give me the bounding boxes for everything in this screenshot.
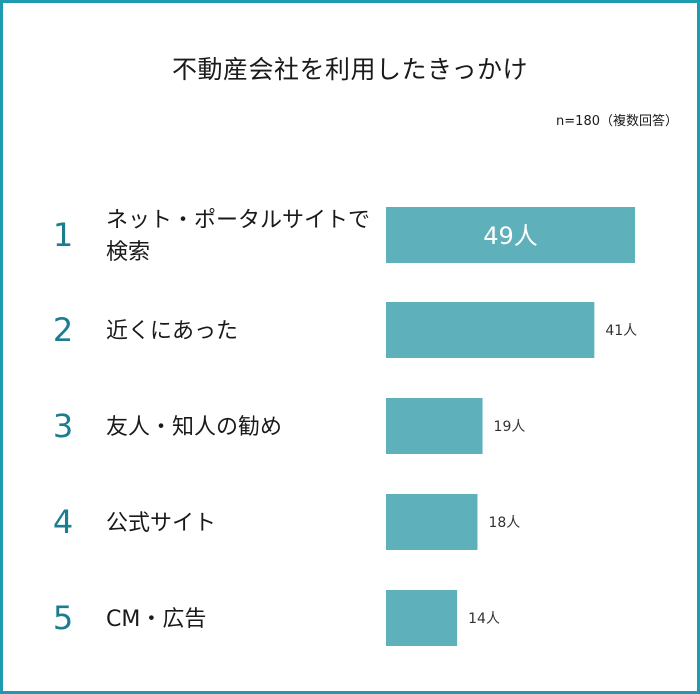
chart-title: 不動産会社を利用したきっかけ [171, 55, 528, 84]
value-label: 49人 [483, 222, 538, 250]
category-label: ネット・ポータルサイトで [106, 208, 370, 233]
bar [386, 590, 458, 646]
rank-number: 4 [53, 503, 73, 541]
value-label: 14人 [468, 611, 500, 627]
category-label: 友人・知人の勧め [106, 415, 282, 440]
category-label: 検索 [106, 240, 150, 265]
bar [386, 207, 635, 263]
category-label: 公式サイト [106, 511, 216, 536]
value-label: 18人 [488, 515, 520, 531]
bar [386, 494, 478, 550]
rank-number: 5 [53, 599, 73, 637]
category-label: CM・広告 [106, 607, 206, 632]
bar [386, 398, 483, 454]
value-label: 19人 [494, 419, 526, 435]
rank-number: 3 [53, 407, 73, 445]
rank-number: 1 [53, 216, 73, 254]
value-label: 41人 [605, 323, 637, 339]
sample-note: n=180（複数回答） [556, 114, 678, 129]
bar [386, 302, 595, 358]
category-label: 近くにあった [106, 319, 238, 344]
rank-number: 2 [53, 311, 73, 349]
